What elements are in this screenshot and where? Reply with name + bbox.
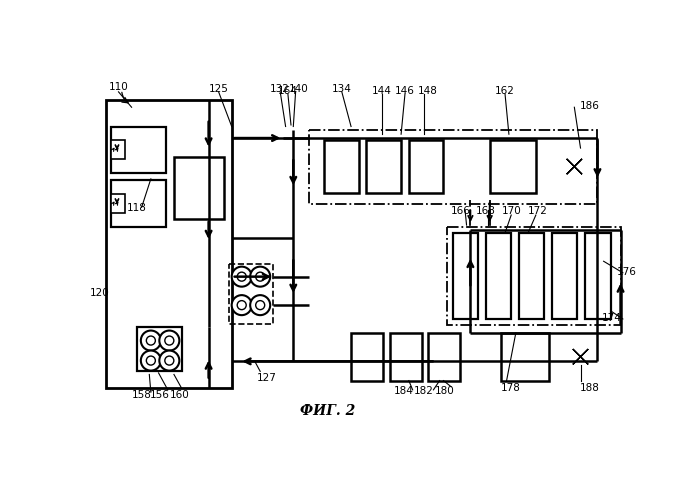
Bar — [111, 141, 125, 160]
Bar — [501, 333, 549, 381]
Bar — [324, 141, 358, 193]
Text: 148: 148 — [418, 85, 438, 95]
Circle shape — [232, 296, 252, 316]
Text: 134: 134 — [332, 84, 351, 94]
Bar — [111, 195, 125, 213]
Circle shape — [250, 296, 270, 316]
Bar — [428, 333, 461, 381]
Text: 184: 184 — [393, 385, 413, 395]
Circle shape — [237, 272, 246, 282]
Polygon shape — [567, 167, 582, 175]
Bar — [367, 141, 401, 193]
Text: 182: 182 — [414, 385, 434, 395]
Text: 164: 164 — [278, 85, 298, 95]
Text: 180: 180 — [435, 385, 455, 395]
Bar — [409, 141, 444, 193]
Polygon shape — [573, 357, 588, 364]
Text: 166: 166 — [451, 205, 470, 215]
Text: 188: 188 — [580, 382, 600, 392]
Circle shape — [160, 331, 179, 351]
Circle shape — [146, 336, 155, 346]
Circle shape — [164, 356, 174, 365]
Text: 146: 146 — [395, 85, 415, 95]
Circle shape — [237, 301, 246, 310]
Bar — [174, 158, 224, 219]
Bar — [486, 233, 511, 319]
Text: 170: 170 — [501, 205, 521, 215]
Bar — [585, 233, 610, 319]
Bar — [230, 264, 272, 324]
Text: 132: 132 — [270, 84, 290, 94]
Bar — [111, 181, 167, 227]
Text: 156: 156 — [150, 390, 170, 400]
Text: 160: 160 — [170, 390, 190, 400]
Circle shape — [141, 331, 161, 351]
Text: ФИГ. 2: ФИГ. 2 — [300, 403, 356, 417]
Text: 176: 176 — [617, 267, 636, 277]
Bar — [447, 227, 620, 325]
Text: 144: 144 — [372, 85, 392, 95]
Text: 158: 158 — [132, 390, 151, 400]
Text: 174: 174 — [601, 313, 621, 323]
Bar — [309, 131, 598, 204]
Bar — [111, 127, 167, 173]
Bar — [490, 141, 536, 193]
Text: 127: 127 — [256, 372, 276, 382]
Circle shape — [160, 351, 179, 371]
Text: 186: 186 — [580, 101, 600, 111]
Circle shape — [141, 351, 161, 371]
Text: 168: 168 — [476, 205, 496, 215]
Text: 162: 162 — [495, 85, 515, 95]
Text: 120: 120 — [90, 287, 110, 298]
Circle shape — [256, 272, 265, 282]
Circle shape — [146, 356, 155, 365]
Bar — [106, 100, 232, 389]
Polygon shape — [573, 349, 588, 357]
Text: 110: 110 — [108, 82, 128, 92]
Text: 140: 140 — [289, 84, 309, 94]
Circle shape — [250, 267, 270, 287]
Text: 118: 118 — [127, 203, 147, 213]
Polygon shape — [567, 160, 582, 167]
Bar — [137, 327, 182, 372]
Circle shape — [164, 336, 174, 346]
Circle shape — [256, 301, 265, 310]
Bar — [552, 233, 578, 319]
Bar — [389, 333, 422, 381]
Circle shape — [232, 267, 252, 287]
Bar — [351, 333, 384, 381]
Text: 172: 172 — [528, 205, 547, 215]
Bar — [453, 233, 478, 319]
Text: 178: 178 — [501, 382, 521, 392]
Bar — [519, 233, 545, 319]
Text: 125: 125 — [209, 84, 228, 94]
